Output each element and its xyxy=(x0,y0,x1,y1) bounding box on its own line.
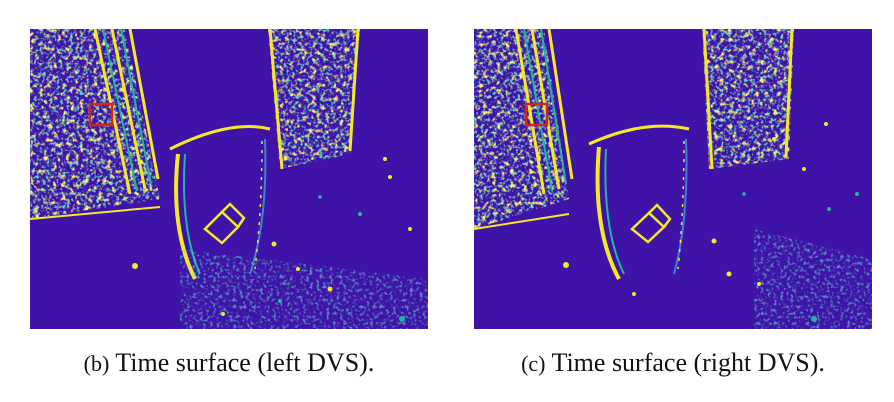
highlight-box xyxy=(88,102,114,127)
scattered-events xyxy=(563,122,828,296)
time-surface-left-image xyxy=(30,29,428,329)
cylinder-logo xyxy=(203,202,246,245)
caption-left-label: (b) xyxy=(83,351,110,376)
time-surface-right-svg xyxy=(474,29,872,329)
scattered-events xyxy=(132,157,412,316)
caption-left-text: Time surface (left DVS). xyxy=(115,348,375,377)
cylinder-edges xyxy=(588,124,690,280)
time-surface-right-image xyxy=(474,29,872,329)
door-frame xyxy=(514,29,574,195)
caption-right: (c) Time surface (right DVS). xyxy=(466,346,880,380)
cylinder-logo xyxy=(630,203,672,244)
caption-right-label: (c) xyxy=(521,351,546,376)
pillar-texture xyxy=(702,29,794,169)
caption-left: (b) Time surface (left DVS). xyxy=(30,346,428,380)
time-surface-left-svg xyxy=(30,29,428,329)
caption-right-text: Time surface (right DVS). xyxy=(551,348,825,377)
highlight-box xyxy=(524,102,549,127)
pillar-texture xyxy=(268,29,360,169)
